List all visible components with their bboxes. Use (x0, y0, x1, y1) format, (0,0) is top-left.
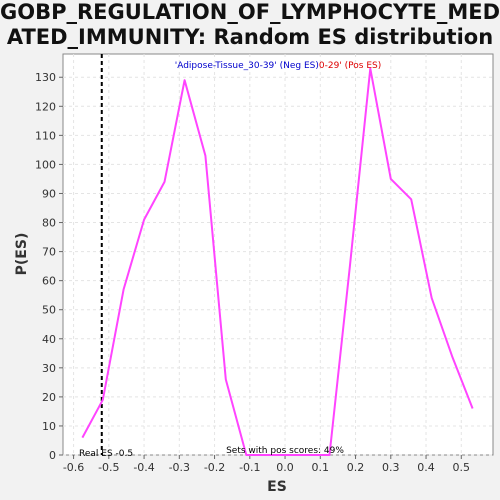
x-axis-ticks: -0.6 -0.5 -0.4 -0.3 -0.2 -0.1 0.0 0.1 0.2 0.3 0.4 0… (63, 455, 470, 474)
y-axis-ticks: 0 10 20 30 40 50 60 70 80 90 100 110 120 130 (35, 71, 63, 462)
y-tick-label: 60 (42, 275, 56, 288)
y-tick-label: 120 (35, 100, 56, 113)
y-tick-label: 130 (35, 71, 56, 84)
x-tick-label: -0.5 (98, 461, 119, 474)
es-distribution-line (81, 67, 474, 456)
y-tick-label: 90 (42, 187, 56, 200)
x-tick-label: -0.6 (63, 461, 84, 474)
y-tick-label: 110 (35, 129, 56, 142)
y-tick-label: 40 (42, 333, 56, 346)
plot-area (62, 53, 494, 456)
x-tick-label: 0.3 (382, 461, 400, 474)
x-tick-label: 0.1 (312, 461, 330, 474)
legend-pos-es: 0-29' (Pos ES) (319, 61, 381, 71)
chart-title-line-2: ATED_IMMUNITY: Random ES distribution (6, 25, 494, 49)
legend-neg-es: 'Adipose-Tissue_30-39' (Neg ES) (175, 61, 319, 71)
y-tick-label: 50 (42, 304, 56, 317)
y-tick-label: 80 (42, 217, 56, 230)
x-tick-label: -0.3 (169, 461, 190, 474)
x-axis-label: ES (267, 479, 287, 495)
y-tick-label: 20 (42, 391, 56, 404)
y-tick-label: 30 (42, 362, 56, 375)
x-tick-label: -0.4 (133, 461, 154, 474)
x-tick-label: -0.1 (239, 461, 260, 474)
x-tick-label: 0.0 (276, 461, 294, 474)
x-tick-label: -0.2 (204, 461, 225, 474)
chart-title: GOBP_REGULATION_OF_LYMPHOCYTE_MEDI ATED_… (0, 0, 500, 50)
y-tick-label: 100 (35, 158, 56, 171)
y-axis-label: P(ES) (14, 233, 30, 276)
x-tick-label: 0.2 (347, 461, 365, 474)
chart-title-line-1: GOBP_REGULATION_OF_LYMPHOCYTE_MEDI (0, 0, 500, 24)
grid-lines (63, 54, 493, 456)
y-tick-label: 0 (49, 449, 56, 462)
y-tick-label: 10 (42, 420, 56, 433)
x-tick-label: 0.4 (417, 461, 435, 474)
real-es-label: Real ES -0.5 (79, 449, 133, 459)
legend-text: 'Adipose-Tissue_30-39' (Neg ES)0-29' (Po… (175, 61, 382, 71)
y-tick-label: 70 (42, 246, 56, 259)
x-tick-label: 0.5 (453, 461, 471, 474)
pos-scores-label: Sets with pos scores: 49% (226, 446, 344, 456)
